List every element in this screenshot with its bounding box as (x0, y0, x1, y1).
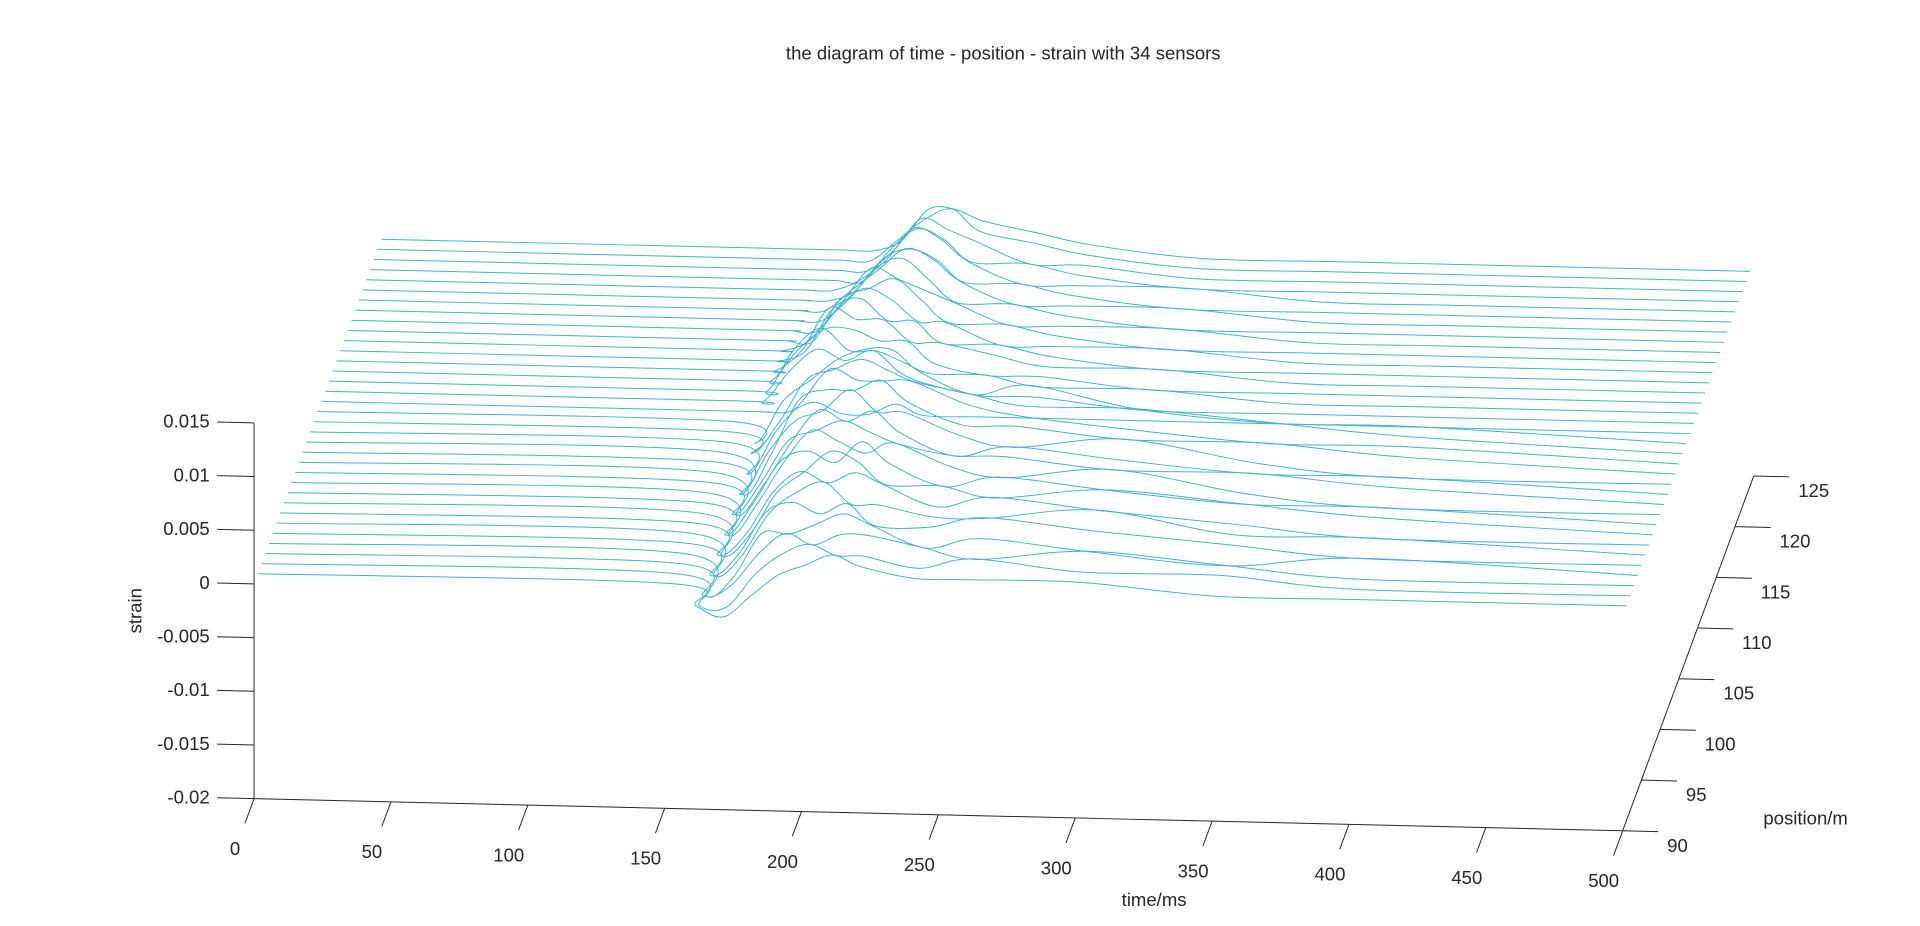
sensor-line (351, 266, 1721, 353)
y-tick (1622, 830, 1659, 833)
x-tick-label: 450 (1451, 867, 1482, 888)
sensor-line (291, 429, 1661, 537)
x-tick-label: 100 (493, 844, 524, 865)
z-tick-label: 0.005 (163, 518, 209, 539)
sensor-line (321, 400, 1691, 435)
sensor-line (332, 326, 1702, 404)
x-tick-label: 350 (1178, 861, 1209, 882)
sensor-line (272, 501, 1642, 577)
sensor-line (295, 420, 1664, 516)
sensor-line (343, 287, 1713, 374)
sensor-line (284, 450, 1653, 558)
y-tick (1734, 526, 1771, 529)
z-tick (217, 475, 255, 478)
y-tick-label: 90 (1667, 835, 1688, 856)
z-tick (217, 743, 255, 746)
y-tick-label: 125 (1798, 480, 1829, 501)
z-tick-label: -0.01 (167, 679, 209, 700)
z-tick (217, 528, 255, 531)
sensor-line (347, 278, 1717, 364)
z-tick-label: -0.005 (157, 625, 210, 646)
x-tick (1476, 827, 1487, 853)
sensor-line (269, 513, 1638, 598)
y-tick-label: 110 (1742, 632, 1772, 653)
x-tick (1339, 824, 1350, 850)
sensor-line (325, 348, 1694, 424)
sensor-line (373, 217, 1743, 293)
x-tick (1065, 817, 1076, 843)
sensor-line (302, 389, 1672, 496)
y-tick (1697, 627, 1734, 630)
x-tick-label: 200 (767, 851, 798, 872)
sensor-line (370, 228, 1739, 303)
sensor-line (381, 206, 1750, 272)
x-tick-label: 500 (1588, 870, 1619, 891)
sensor-line (355, 257, 1724, 343)
sensor-line (317, 347, 1687, 445)
x-tick (928, 814, 939, 840)
sensor-line (336, 306, 1706, 394)
z-tick (217, 582, 255, 585)
y-axis-line (1622, 475, 1755, 831)
x-tick (381, 801, 392, 827)
sensor-line (298, 409, 1668, 516)
x-tick-label: 400 (1314, 864, 1345, 885)
z-tick-label: 0 (199, 572, 209, 593)
sensor-line (340, 297, 1709, 384)
x-tick-label: 300 (1041, 857, 1072, 878)
sensor-line (287, 441, 1657, 536)
y-tick-label: 115 (1761, 581, 1791, 602)
y-axis-label: position/m (1763, 808, 1847, 829)
z-axis-label: strain (125, 588, 146, 633)
y-tick (1716, 576, 1752, 579)
z-tick (217, 797, 255, 800)
x-tick-label: 150 (630, 848, 661, 869)
sensor-line (366, 226, 1736, 313)
x-tick (518, 804, 529, 831)
sensor-line (310, 367, 1679, 475)
z-tick-label: 0.01 (174, 464, 210, 485)
z-tick (217, 421, 255, 424)
x-tick-label: 250 (904, 854, 935, 875)
y-tick (1660, 728, 1696, 731)
sensor-line (306, 379, 1676, 496)
x-tick (791, 811, 802, 837)
y-tick (1641, 779, 1677, 782)
y-tick-label: 105 (1723, 683, 1754, 704)
sensor-line (257, 554, 1627, 618)
y-tick-label: 100 (1705, 733, 1736, 754)
sensor-line (377, 208, 1747, 282)
x-tick-label: 0 (230, 838, 240, 859)
z-tick-label: -0.02 (167, 787, 209, 808)
sensor-line (280, 470, 1649, 557)
sensor-line (358, 247, 1728, 333)
z-tick (217, 689, 255, 692)
x-axis-label: time/ms (1122, 889, 1187, 910)
sensor-line (265, 532, 1634, 598)
x-tick (1613, 830, 1624, 856)
sensor-line (362, 248, 1732, 323)
y-tick (1753, 475, 1790, 478)
z-tick (217, 636, 255, 639)
sensor-line (328, 327, 1698, 414)
sensor-line (276, 481, 1646, 578)
sensor-line (313, 358, 1683, 455)
z-tick-label: -0.015 (157, 733, 210, 754)
x-tick (655, 808, 666, 834)
x-tick (1202, 820, 1213, 847)
z-tick-label: 0.015 (163, 411, 209, 432)
y-tick-label: 95 (1686, 784, 1707, 805)
y-tick (1678, 678, 1715, 681)
chart-title: the diagram of time - position - strain … (786, 42, 1221, 63)
x-tick-label: 50 (362, 841, 383, 862)
y-tick-label: 120 (1780, 531, 1811, 552)
x-tick (244, 798, 255, 824)
